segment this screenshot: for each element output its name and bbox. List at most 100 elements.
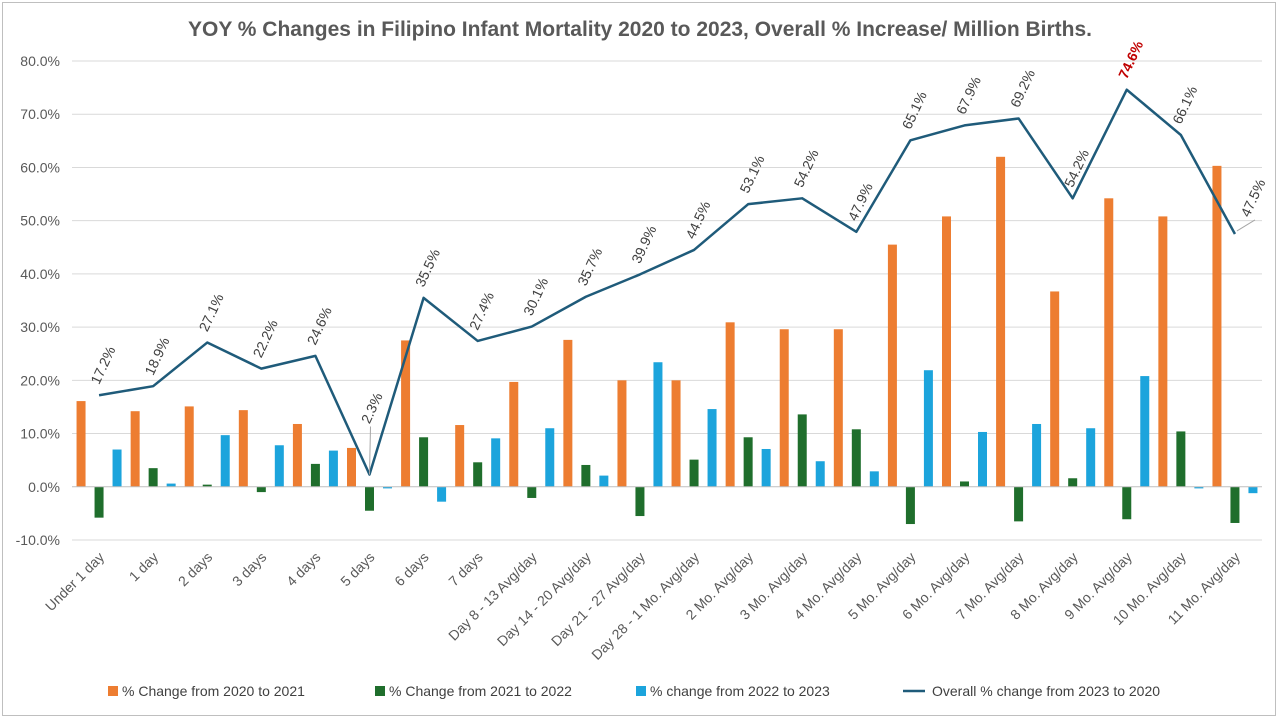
legend-label: % Change from 2020 to 2021 — [122, 683, 305, 699]
x-tick-label: 5 days — [337, 549, 377, 589]
bar-series-2 — [202, 484, 212, 487]
overall-change-line — [98, 88, 1237, 476]
y-tick-label: 60.0% — [20, 159, 60, 175]
line-data-label: 65.1% — [899, 89, 930, 132]
line-data-label: 39.9% — [628, 223, 659, 266]
bar-series-2 — [473, 462, 483, 487]
legend-swatch — [636, 686, 646, 696]
bar-series-3 — [978, 431, 987, 487]
bar-series-1 — [1212, 165, 1222, 487]
bar-series-2 — [419, 437, 429, 487]
bar-series-3 — [599, 475, 609, 487]
legend-swatch — [375, 686, 385, 696]
legend-swatch — [108, 686, 118, 696]
bar-series-1 — [347, 447, 356, 487]
x-tick-label: 6 days — [391, 549, 431, 589]
line-data-label: 74.6% — [1115, 38, 1147, 81]
line-data-label: 35.5% — [412, 246, 443, 289]
legend-label: Overall % change from 2023 to 2020 — [932, 683, 1160, 699]
y-tick-label: 0.0% — [28, 479, 60, 495]
bar-series-3 — [1032, 423, 1042, 487]
bar-series-1 — [563, 339, 573, 487]
bar-series-3 — [545, 428, 555, 487]
bar-series-1 — [779, 329, 789, 487]
bar-series-1 — [238, 410, 248, 487]
overall-line — [98, 88, 1237, 476]
bar-series-2 — [905, 486, 915, 525]
x-tick-label: 1 day — [126, 549, 162, 585]
y-tick-label: -10.0% — [16, 532, 60, 548]
line-data-label: 27.4% — [466, 289, 497, 332]
bar-series-1 — [833, 329, 843, 487]
line-data-label: 47.5% — [1237, 176, 1268, 219]
y-tick-label: 80.0% — [20, 53, 60, 69]
bar-series-3 — [707, 409, 717, 487]
x-tick-label: 4 days — [283, 549, 323, 589]
legend: % Change from 2020 to 2021 % Change from … — [108, 683, 1160, 699]
bar-series-2 — [148, 468, 158, 487]
line-data-label: 47.9% — [845, 180, 876, 223]
bar-series-1 — [130, 411, 140, 487]
bar-series-3 — [491, 438, 501, 487]
bar-series-3 — [869, 471, 879, 487]
line-data-label: 53.1% — [736, 153, 767, 196]
y-tick-label: 40.0% — [20, 266, 60, 282]
bar-series-3 — [328, 450, 338, 487]
bar-series-2 — [94, 486, 104, 518]
bar-series-3 — [1086, 428, 1096, 487]
y-tick-label: 50.0% — [20, 213, 60, 229]
bar-series-2 — [527, 486, 537, 498]
bar-series-2 — [1230, 486, 1240, 523]
legend-label: % change from 2022 to 2023 — [650, 683, 830, 699]
bar-series-3 — [383, 486, 392, 489]
legend-label: % Change from 2021 to 2022 — [389, 683, 572, 699]
bar-series-2 — [1122, 486, 1132, 520]
bar-series-2 — [1068, 478, 1078, 487]
bar-series-1 — [76, 401, 86, 487]
bar-series-2 — [581, 464, 591, 487]
x-tick-label: 3 days — [229, 549, 269, 589]
x-axis-ticks: Under 1 day 1 day 2 days 3 days 4 days 5 days… — [42, 549, 1243, 663]
bar-series-3 — [923, 370, 933, 487]
line-data-label: 66.1% — [1169, 84, 1200, 127]
line-data-label: 22.2% — [250, 317, 281, 360]
y-axis-ticks: 80.0% 70.0% 60.0% 50.0% 40.0% 30.0% 20.0% 10.0%… — [16, 53, 60, 548]
line-data-label: 2.3% — [358, 390, 386, 426]
line-data-label: 18.9% — [141, 335, 172, 378]
bar-series-3 — [1248, 486, 1258, 494]
x-tick-label: 2 days — [175, 549, 215, 589]
bar-series-1 — [455, 425, 465, 487]
x-tick-label: Under 1 day — [42, 549, 107, 614]
bar-series-3 — [1194, 486, 1204, 489]
line-data-label: 30.1% — [520, 275, 551, 318]
bar-series-3 — [1140, 376, 1150, 487]
y-tick-label: 20.0% — [20, 372, 60, 388]
bar-series-2 — [310, 463, 320, 487]
bar-series-3 — [166, 483, 176, 487]
line-data-label: 35.7% — [574, 245, 605, 288]
bar-series-3 — [761, 448, 771, 487]
bar-series-1 — [1158, 216, 1168, 487]
line-data-label: 67.9% — [953, 74, 984, 117]
bar-series-1 — [1050, 291, 1060, 487]
bar-series-1 — [725, 322, 735, 487]
bar-series-1 — [671, 380, 681, 487]
bar-series-2 — [851, 429, 861, 487]
bars — [76, 156, 1258, 525]
y-tick-label: 30.0% — [20, 319, 60, 335]
leader-line — [1236, 219, 1256, 232]
line-data-label: 69.2% — [1007, 67, 1038, 110]
bar-series-2 — [365, 486, 374, 511]
bar-series-2 — [960, 481, 969, 487]
bar-series-3 — [274, 445, 284, 487]
line-data-label: 44.5% — [682, 198, 713, 241]
line-data-label: 24.6% — [304, 304, 335, 347]
leader-line — [369, 426, 371, 475]
bar-series-1 — [401, 340, 411, 487]
y-tick-label: 10.0% — [20, 426, 60, 442]
x-tick-label: Day 14 - 20 Avg/day — [494, 549, 594, 649]
bar-series-2 — [256, 486, 266, 493]
bar-series-1 — [292, 423, 302, 487]
